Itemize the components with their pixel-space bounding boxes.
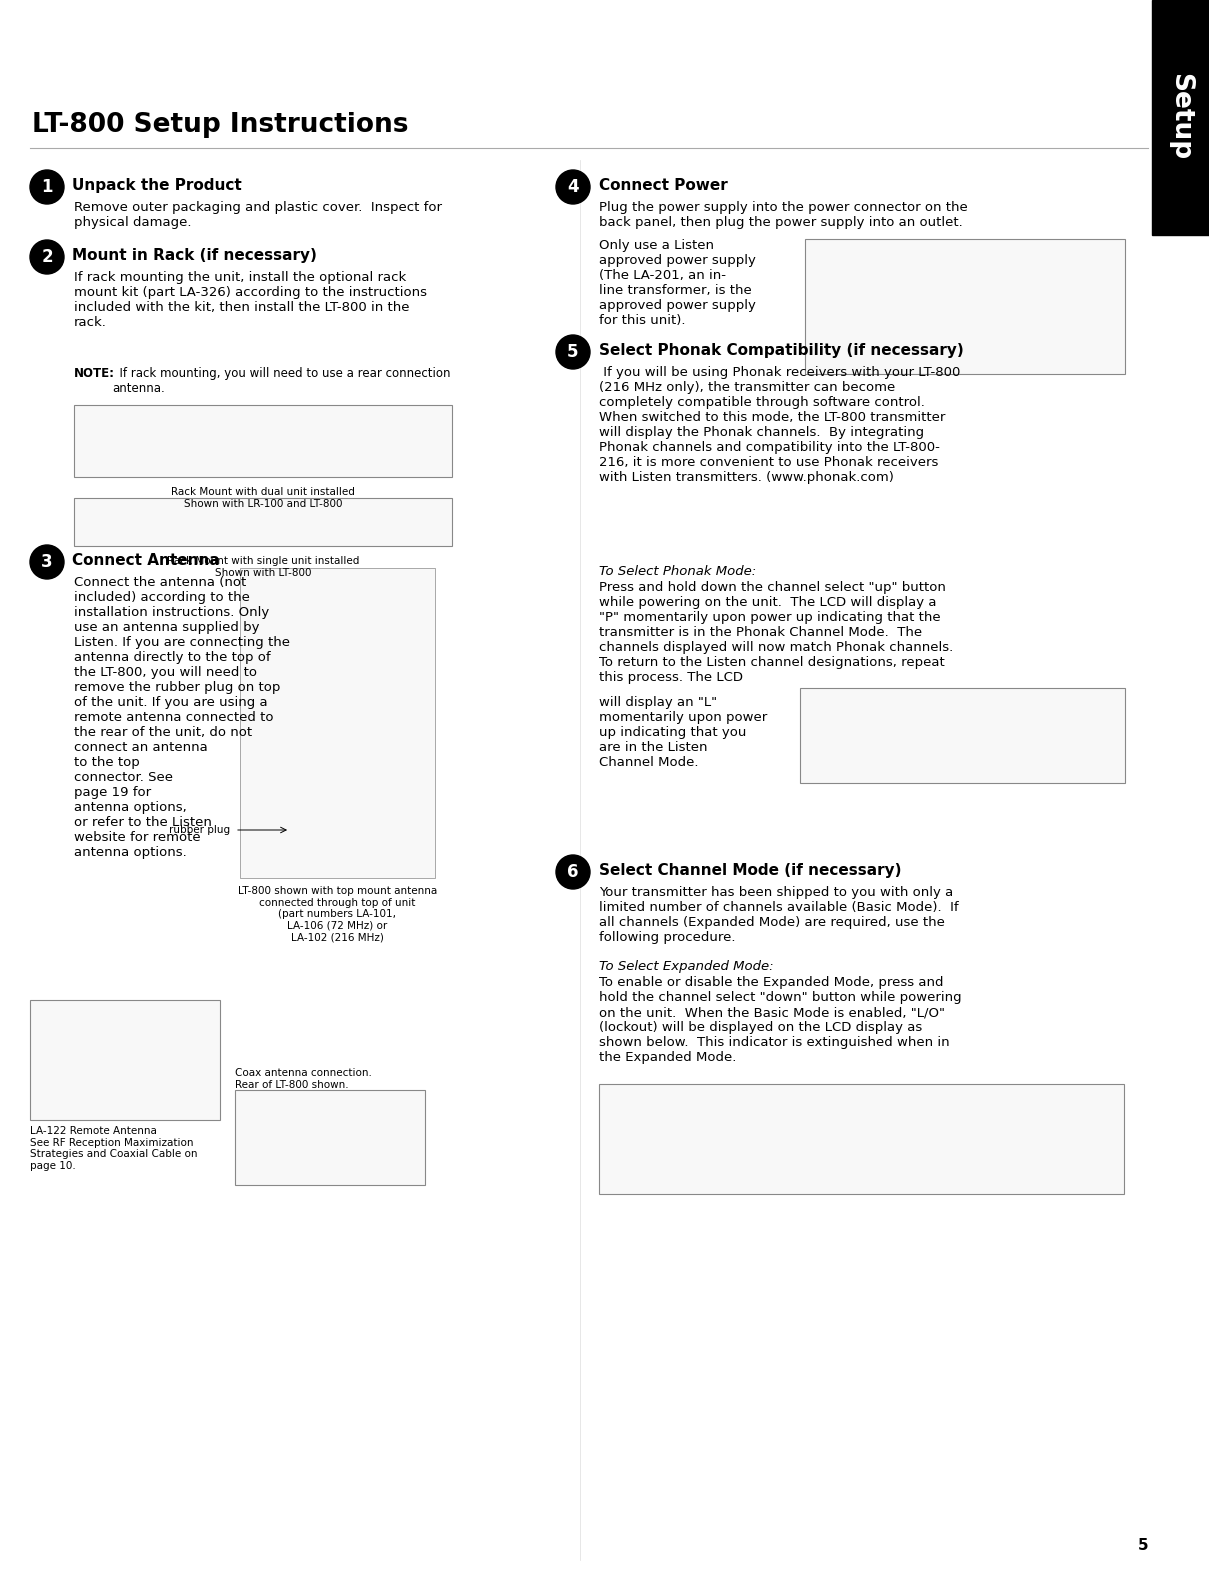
Circle shape <box>30 240 64 273</box>
Text: Connect the antenna (not
included) according to the
installation instructions. O: Connect the antenna (not included) accor… <box>74 577 290 859</box>
Bar <box>74 405 452 478</box>
Bar <box>235 1090 426 1185</box>
Text: Your transmitter has been shipped to you with only a
limited number of channels : Your transmitter has been shipped to you… <box>598 886 959 944</box>
Text: 4: 4 <box>567 178 579 196</box>
Text: Press and hold down the channel select "up" button
while powering on the unit.  : Press and hold down the channel select "… <box>598 581 953 683</box>
Text: Select Phonak Compatibility (if necessary): Select Phonak Compatibility (if necessar… <box>598 342 964 358</box>
Text: Only use a Listen
approved power supply
(The LA-201, an in-
line transformer, is: Only use a Listen approved power supply … <box>598 239 756 327</box>
Circle shape <box>556 335 590 369</box>
Text: 5: 5 <box>567 342 579 361</box>
Bar <box>800 688 1126 782</box>
Text: 2: 2 <box>41 248 53 265</box>
Text: To enable or disable the Expanded Mode, press and
hold the channel select "down": To enable or disable the Expanded Mode, … <box>598 976 961 1064</box>
Bar <box>1152 0 1209 236</box>
Text: Rack Mount with single unit installed
Shown with LT-800: Rack Mount with single unit installed Sh… <box>167 556 359 578</box>
Text: Connect Antenna: Connect Antenna <box>73 553 220 567</box>
Text: Mount in Rack (if necessary): Mount in Rack (if necessary) <box>73 248 317 262</box>
Text: Select Channel Mode (if necessary): Select Channel Mode (if necessary) <box>598 862 902 878</box>
Text: If you will be using Phonak receivers with your LT-800
(216 MHz only), the trans: If you will be using Phonak receivers wi… <box>598 366 960 484</box>
Circle shape <box>556 170 590 204</box>
Circle shape <box>30 170 64 204</box>
Text: If rack mounting, you will need to use a rear connection
antenna.: If rack mounting, you will need to use a… <box>112 368 451 394</box>
Text: If rack mounting the unit, install the optional rack
mount kit (part LA-326) acc: If rack mounting the unit, install the o… <box>74 272 427 328</box>
Bar <box>805 239 1126 374</box>
Bar <box>241 569 435 878</box>
Text: Remove outer packaging and plastic cover.  Inspect for
physical damage.: Remove outer packaging and plastic cover… <box>74 201 442 229</box>
Text: rubber plug: rubber plug <box>169 825 230 836</box>
Text: 6: 6 <box>567 862 579 881</box>
Text: NOTE:: NOTE: <box>74 368 115 380</box>
Text: Connect Power: Connect Power <box>598 178 728 193</box>
Text: To Select Phonak Mode:: To Select Phonak Mode: <box>598 566 757 578</box>
Text: will display an "L"
momentarily upon power
up indicating that you
are in the Lis: will display an "L" momentarily upon pow… <box>598 696 768 768</box>
Text: Coax antenna connection.
Rear of LT-800 shown.: Coax antenna connection. Rear of LT-800 … <box>235 1068 372 1090</box>
Text: Unpack the Product: Unpack the Product <box>73 178 242 193</box>
Text: LA-122 Remote Antenna
See RF Reception Maximization
Strategies and Coaxial Cable: LA-122 Remote Antenna See RF Reception M… <box>30 1126 197 1170</box>
Bar <box>598 1084 1124 1194</box>
Text: Plug the power supply into the power connector on the
back panel, then plug the : Plug the power supply into the power con… <box>598 201 967 229</box>
Text: Setup: Setup <box>1167 74 1193 160</box>
Bar <box>74 498 452 547</box>
Text: LT-800 Setup Instructions: LT-800 Setup Instructions <box>31 112 409 138</box>
Circle shape <box>556 855 590 889</box>
Circle shape <box>30 545 64 580</box>
Text: 1: 1 <box>41 178 53 196</box>
Text: LT-800 shown with top mount antenna
connected through top of unit
(part numbers : LT-800 shown with top mount antenna conn… <box>238 886 438 943</box>
Text: 3: 3 <box>41 553 53 570</box>
Text: Rack Mount with dual unit installed
Shown with LR-100 and LT-800: Rack Mount with dual unit installed Show… <box>170 487 355 509</box>
Bar <box>30 1001 220 1120</box>
Text: 5: 5 <box>1138 1538 1149 1554</box>
Text: To Select Expanded Mode:: To Select Expanded Mode: <box>598 960 774 972</box>
